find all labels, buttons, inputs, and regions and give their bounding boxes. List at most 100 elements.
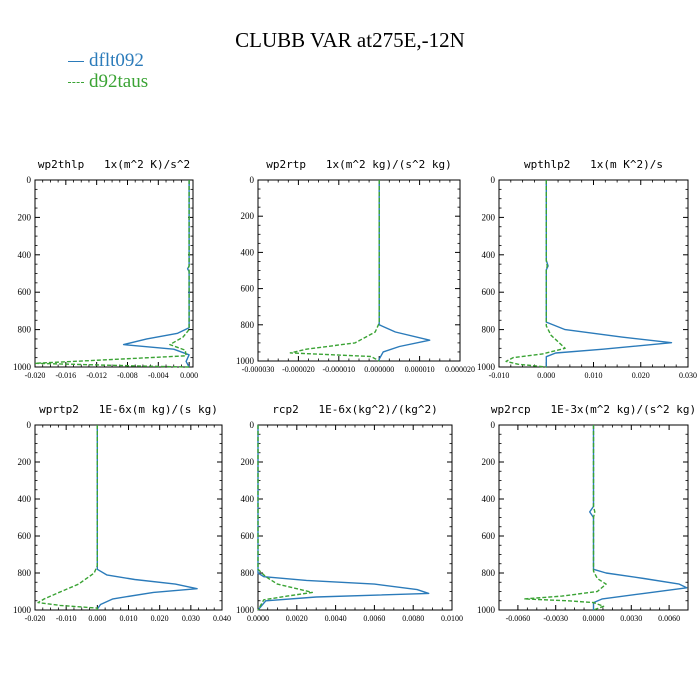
x-tick-label: -0.0060 [506, 614, 531, 623]
x-tick-label: 0.0060 [363, 614, 385, 623]
series-line-d92taus [257, 425, 313, 611]
y-tick-label: 0 [491, 420, 496, 430]
x-tick-label: 0.010 [120, 614, 138, 623]
y-tick-label: 200 [18, 212, 32, 222]
y-tick-label: 600 [241, 284, 255, 294]
panel-title: wp2thlp 1x(m^2 K)/s^2 [38, 158, 190, 171]
plot-frame [34, 179, 194, 368]
y-tick-label: 0 [27, 175, 32, 185]
y-tick-label: 0 [491, 175, 496, 185]
y-tick-label: 200 [241, 457, 255, 467]
legend-item-d92taus: d92taus [68, 71, 148, 93]
x-tick-label: -0.010 [489, 371, 510, 380]
panel-6: wp2rcp 1E-3x(m^2 kg)/(s^2 kg) 0 200 400 600 8… [477, 403, 696, 623]
y-tick-label: 1000 [477, 605, 496, 615]
y-tick-label: 800 [18, 325, 32, 335]
series-line-dflt092 [589, 425, 688, 610]
series-line-d92taus [289, 180, 380, 362]
y-tick-label: 0 [250, 420, 255, 430]
y-tick-label: 800 [18, 568, 32, 578]
y-tick-label: 600 [482, 531, 496, 541]
y-tick-label: 400 [482, 494, 496, 504]
x-tick-label: 0.010 [585, 371, 603, 380]
y-tick-label: 0 [27, 420, 32, 430]
x-tick-label: 0.000 [180, 371, 198, 380]
y-tick-label: 600 [18, 287, 32, 297]
y-tick-label: 200 [482, 212, 496, 222]
series-line-dflt092 [378, 180, 431, 361]
y-tick-label: 1000 [236, 605, 255, 615]
x-tick-label: -0.004 [148, 371, 169, 380]
x-tick-label: -0.0030 [543, 614, 568, 623]
series-line-dflt092 [96, 425, 198, 610]
panel-title: wpthlp2 1x(m K^2)/s [524, 158, 663, 171]
x-tick-label: -0.012 [86, 371, 107, 380]
x-tick-label: 0.0000 [247, 614, 269, 623]
series-line-d92taus [34, 180, 190, 368]
panel-title: rcp2 1E-6x(kg^2)/(kg^2) [272, 403, 438, 416]
y-tick-label: 800 [482, 568, 496, 578]
x-tick-label: 0.000000 [364, 365, 394, 374]
chart-title: CLUBB VAR at275E,-12N [235, 28, 465, 52]
series-line-d92taus [523, 425, 607, 611]
legend-swatch [68, 61, 84, 63]
y-tick-label: 400 [18, 250, 32, 260]
y-tick-label: 0 [250, 175, 255, 185]
legend-item-dflt092: dflt092 [68, 50, 144, 72]
y-tick-label: 800 [241, 320, 255, 330]
x-tick-label: 0.030 [679, 371, 697, 380]
x-tick-label: 0.0080 [402, 614, 424, 623]
y-tick-label: 1000 [477, 362, 496, 372]
legend-label: dflt092 [89, 50, 144, 71]
x-tick-label: -0.008 [117, 371, 138, 380]
y-tick-label: 800 [241, 568, 255, 578]
y-tick-label: 200 [482, 457, 496, 467]
x-tick-label: -0.000020 [282, 365, 315, 374]
x-tick-label: 0.020 [151, 614, 169, 623]
series-line-d92taus [37, 425, 99, 610]
x-tick-label: 0.000020 [445, 365, 475, 374]
x-tick-label: 0.0060 [658, 614, 680, 623]
plot-frame [257, 424, 453, 611]
legend-label: d92taus [89, 71, 149, 92]
series-line-dflt092 [122, 180, 190, 368]
y-tick-label: 400 [18, 494, 32, 504]
x-tick-label: -0.000010 [322, 365, 355, 374]
y-tick-label: 200 [241, 211, 255, 221]
x-tick-label: 0.040 [213, 614, 231, 623]
x-tick-label: 0.0100 [441, 614, 463, 623]
y-tick-label: 600 [18, 531, 32, 541]
panel-title: wp2rtp 1x(m^2 kg)/(s^2 kg) [266, 158, 451, 171]
x-tick-label: 0.000 [88, 614, 106, 623]
x-tick-label: -0.020 [25, 614, 46, 623]
panel-3: wpthlp2 1x(m K^2)/s 0 200 400 600 800 1000-0.0… [477, 158, 697, 380]
series-line-dflt092 [545, 180, 673, 367]
y-tick-label: 1000 [13, 362, 32, 372]
panel-1: wp2thlp 1x(m^2 K)/s^2 0 200 400 600 800 1000 -0… [13, 158, 198, 380]
x-tick-label: 0.000010 [405, 365, 435, 374]
x-tick-label: 0.0020 [286, 614, 308, 623]
y-tick-label: 1000 [236, 356, 255, 366]
series-line-d92taus [505, 180, 566, 368]
y-tick-label: 1000 [13, 605, 32, 615]
plot-frame [498, 179, 689, 368]
x-tick-label: -0.010 [56, 614, 77, 623]
series-line-dflt092 [257, 425, 430, 611]
y-tick-label: 600 [482, 287, 496, 297]
plot-frame [34, 424, 223, 611]
x-tick-label: 0.030 [182, 614, 200, 623]
x-tick-label: 0.0000 [583, 614, 605, 623]
panel-title: wp2rcp 1E-3x(m^2 kg)/(s^2 kg) [491, 403, 696, 416]
y-tick-label: 800 [482, 325, 496, 335]
y-tick-label: 600 [241, 531, 255, 541]
x-tick-label: -0.000030 [242, 365, 275, 374]
y-tick-label: 400 [482, 250, 496, 260]
x-tick-label: 0.0040 [325, 614, 347, 623]
panel-2: wp2rtp 1x(m^2 kg)/(s^2 kg) 0 200 400 600 800 1… [236, 158, 475, 374]
panel-title: wprtp2 1E-6x(m kg)/(s kg) [39, 403, 218, 416]
legend-swatch [68, 82, 84, 84]
x-tick-label: 0.0030 [620, 614, 642, 623]
panel-4: wprtp2 1E-6x(m kg)/(s kg) 0 200 400 600 800 10… [13, 403, 231, 623]
y-tick-label: 400 [241, 494, 255, 504]
